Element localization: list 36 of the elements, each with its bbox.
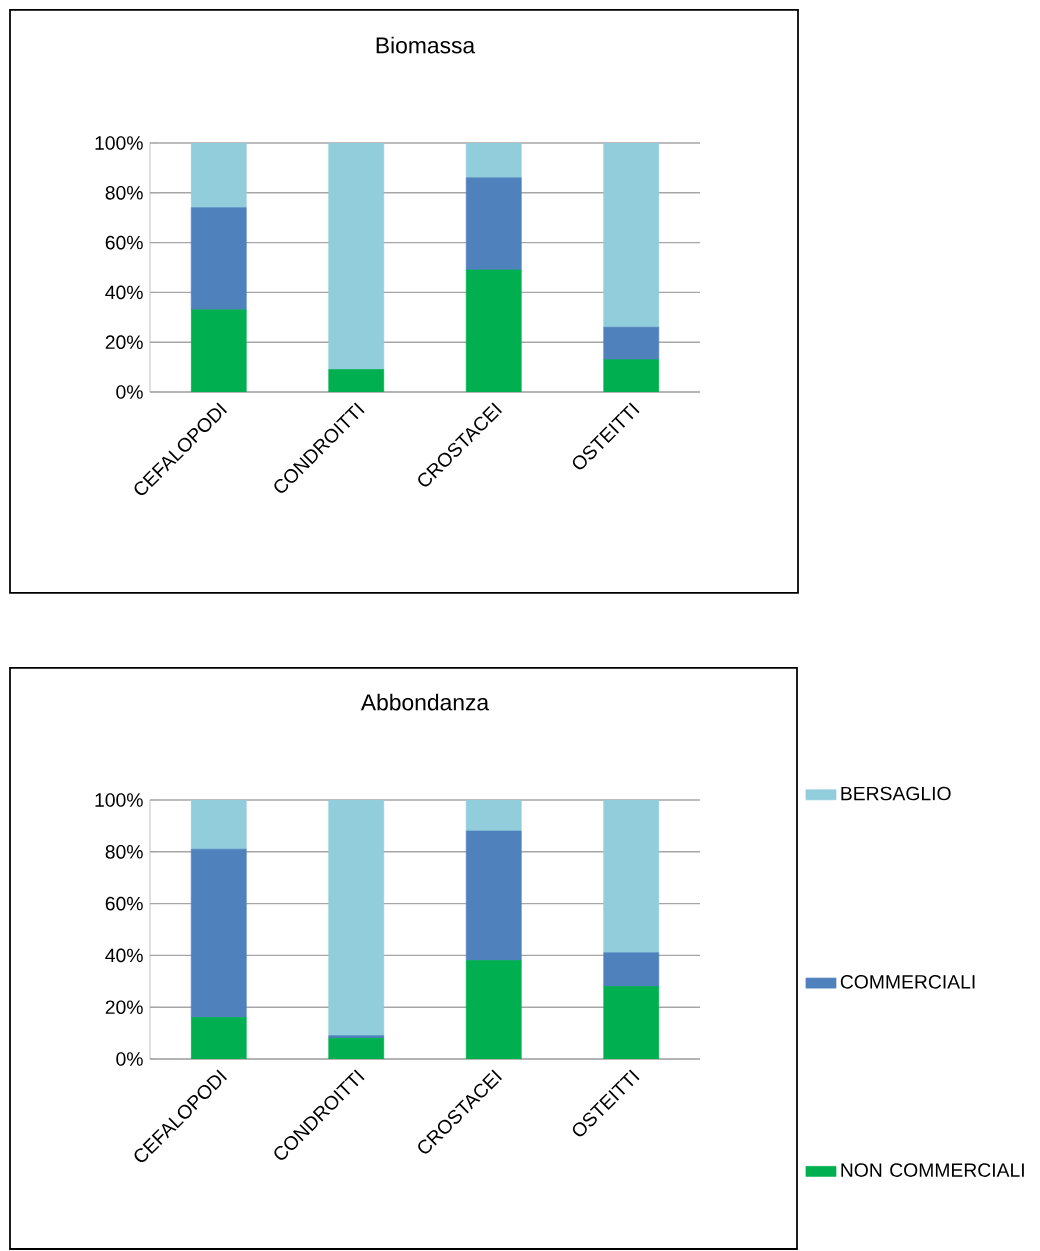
bar: [603, 952, 660, 987]
bar: [328, 142, 385, 370]
bar: [190, 848, 247, 1018]
bar: [465, 142, 522, 179]
bar: [190, 207, 247, 311]
bar: [603, 142, 660, 328]
y-tick-label: 100%: [95, 793, 143, 807]
y-tick-label: 20%: [105, 1000, 143, 1015]
y-tick-label: 60%: [105, 896, 143, 911]
bar: [465, 800, 522, 832]
bar: [465, 177, 522, 271]
legend-label: COMMERCIALI: [840, 974, 975, 989]
bar: [603, 326, 660, 360]
y-tick-label: 0%: [116, 385, 143, 399]
bar: [465, 960, 522, 1059]
chart-title: Abbondanza: [360, 693, 490, 711]
bar: [190, 142, 247, 209]
bar: [190, 1017, 247, 1059]
y-tick-label: 80%: [105, 185, 143, 200]
y-tick-label: 40%: [105, 285, 143, 300]
bar: [465, 830, 522, 961]
legend-label: BERSAGLIO: [841, 786, 951, 801]
y-tick-label: 100%: [95, 136, 143, 150]
bar: [603, 800, 660, 954]
y-tick-label: 20%: [105, 335, 143, 350]
y-tick-label: 40%: [105, 948, 143, 963]
legend-label: NON COMMERCIALI: [841, 1163, 1024, 1177]
y-tick-label: 60%: [105, 235, 143, 250]
chart-title: Biomassa: [376, 36, 476, 54]
bar: [603, 986, 660, 1059]
bar: [328, 1037, 385, 1059]
bar: [328, 800, 385, 1037]
bar: [328, 1035, 385, 1039]
y-tick-label: 80%: [105, 844, 143, 859]
y-tick-label: 0%: [116, 1052, 143, 1066]
bar: [190, 800, 247, 850]
